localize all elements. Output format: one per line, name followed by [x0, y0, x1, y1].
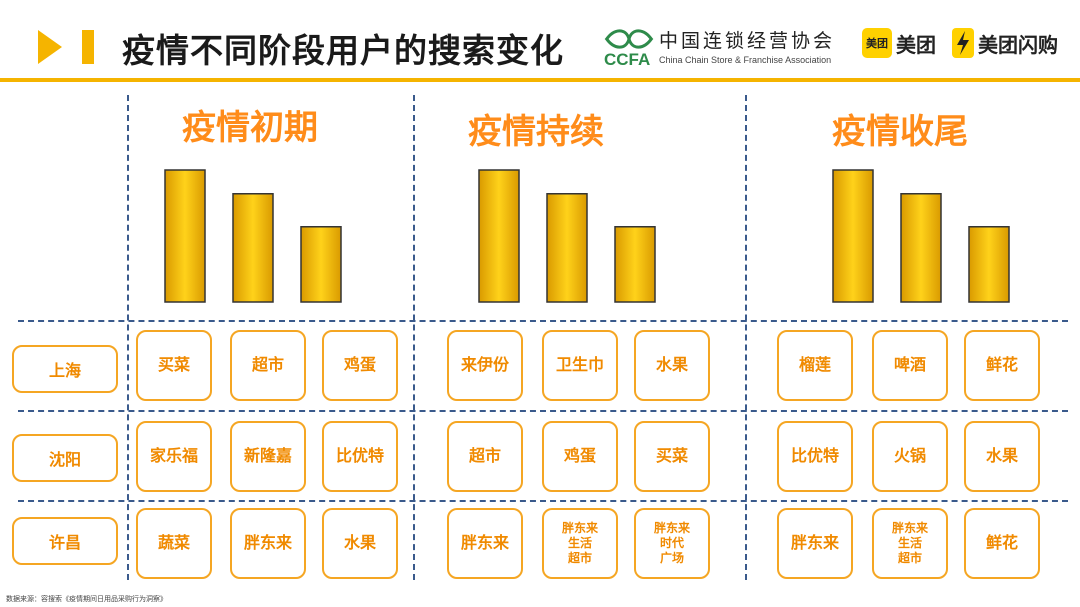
row-divider: [18, 410, 1068, 412]
ccfa-logo: CCFA 中国连锁经营协会 China Chain Store & Franch…: [604, 26, 854, 72]
column-divider: [413, 95, 415, 580]
bar-phase3-rank3: [968, 226, 1010, 303]
keyword-cell: 新隆嘉: [230, 421, 306, 492]
shangou-name: 美团闪购: [978, 32, 1058, 57]
keyword-cell: 火锅: [872, 421, 948, 492]
keyword-cell: 水果: [634, 330, 710, 401]
keyword-cell: 啤酒: [872, 330, 948, 401]
meituan-logo: 美团 美团: [862, 28, 936, 58]
keyword-cell: 卫生巾: [542, 330, 618, 401]
phase-title-early: 疫情初期: [182, 108, 318, 148]
keyword-cell: 鸡蛋: [322, 330, 398, 401]
keyword-cell: 来伊份: [447, 330, 523, 401]
keyword-cell: 胖东来: [230, 508, 306, 579]
ccfa-name-cn: 中国连锁经营协会: [659, 30, 836, 52]
bar-phase3-rank2: [900, 193, 942, 303]
shangou-logo: 美团闪购: [952, 28, 1058, 58]
source-note: 数据来源：容搜索《疫情期间日用品采购行为洞察》: [6, 595, 167, 603]
header: 疫情不同阶段用户的搜索变化 CCFA 中国连锁经营协会 China Chain …: [0, 0, 1080, 84]
keyword-cell: 胖东来 生活 超市: [872, 508, 948, 579]
row-divider: [18, 500, 1068, 502]
column-divider: [745, 95, 747, 580]
keyword-cell: 鲜花: [964, 330, 1040, 401]
keyword-cell: 比优特: [777, 421, 853, 492]
keyword-cell: 水果: [322, 508, 398, 579]
city-label-shenyang: 沈阳: [12, 434, 118, 482]
accent-bar-icon: [82, 30, 94, 64]
ccfa-abbr: CCFA: [604, 50, 651, 69]
keyword-cell: 蔬菜: [136, 508, 212, 579]
meituan-name: 美团: [896, 32, 936, 57]
bar-phase3-rank1: [832, 169, 874, 303]
header-rule: [0, 78, 1080, 82]
bar-phase2-rank1: [478, 169, 520, 303]
column-divider: [127, 95, 129, 580]
keyword-cell: 买菜: [136, 330, 212, 401]
keyword-cell: 家乐福: [136, 421, 212, 492]
keyword-cell: 胖东来 时代 广场: [634, 508, 710, 579]
keyword-cell: 胖东来: [777, 508, 853, 579]
bar-phase1-rank1: [164, 169, 206, 303]
ccfa-name-en: China Chain Store & Franchise Associatio…: [659, 55, 832, 65]
lightning-bolt-icon: [952, 28, 974, 58]
page-title: 疫情不同阶段用户的搜索变化: [122, 31, 564, 70]
phase-title-ending: 疫情收尾: [832, 112, 968, 152]
phase-title-ongoing: 疫情持续: [468, 112, 604, 152]
keyword-cell: 鸡蛋: [542, 421, 618, 492]
city-label-xuchang: 许昌: [12, 517, 118, 565]
city-label-shanghai: 上海: [12, 345, 118, 393]
bar-phase1-rank3: [300, 226, 342, 303]
keyword-cell: 水果: [964, 421, 1040, 492]
keyword-cell: 胖东来: [447, 508, 523, 579]
bar-phase2-rank2: [546, 193, 588, 303]
meituan-badge-icon: 美团: [862, 28, 892, 58]
row-divider: [18, 320, 1068, 322]
keyword-cell: 超市: [230, 330, 306, 401]
bar-phase1-rank2: [232, 193, 274, 303]
keyword-cell: 鲜花: [964, 508, 1040, 579]
ccfa-emblem-icon: [604, 29, 654, 49]
play-triangle-icon: [38, 30, 62, 64]
keyword-cell: 胖东来 生活 超市: [542, 508, 618, 579]
keyword-cell: 比优特: [322, 421, 398, 492]
keyword-cell: 买菜: [634, 421, 710, 492]
bar-phase2-rank3: [614, 226, 656, 303]
keyword-cell: 超市: [447, 421, 523, 492]
keyword-cell: 榴莲: [777, 330, 853, 401]
